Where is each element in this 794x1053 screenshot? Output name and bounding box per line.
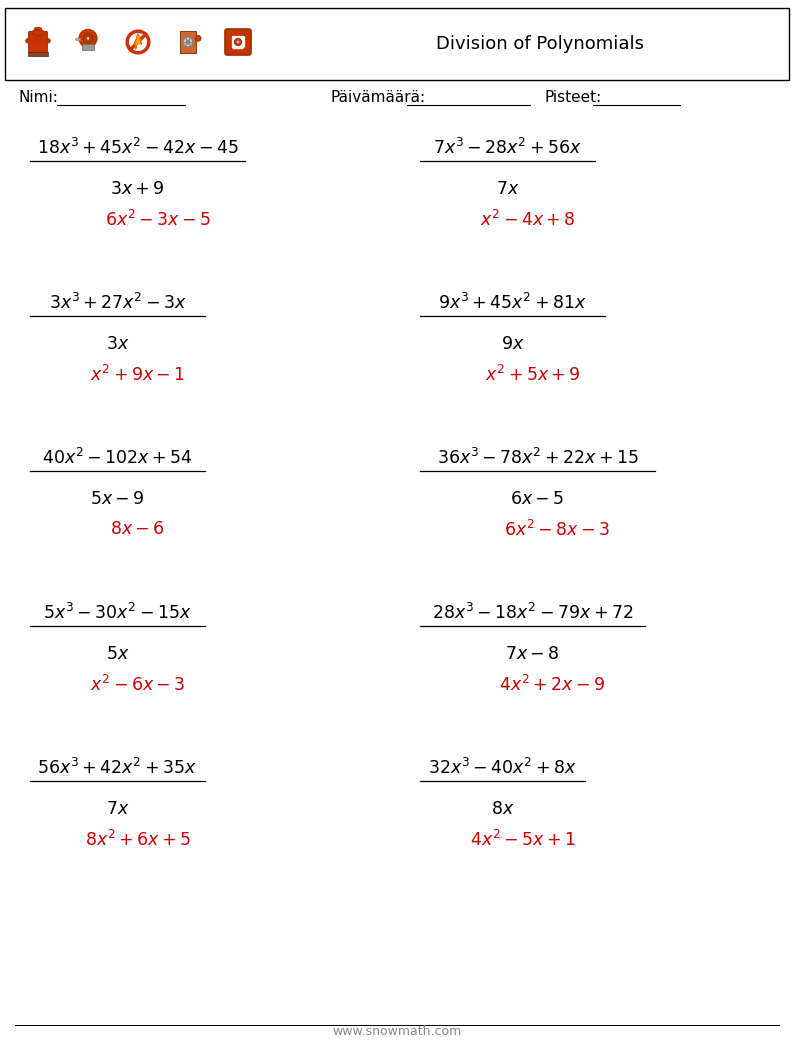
Circle shape bbox=[87, 37, 90, 40]
Text: $4x^{2} + 2x - 9$: $4x^{2} + 2x - 9$ bbox=[499, 675, 606, 695]
Circle shape bbox=[35, 37, 40, 42]
Text: $40x^{2} - 102x + 54$: $40x^{2} - 102x + 54$ bbox=[42, 448, 193, 468]
Text: $7x$: $7x$ bbox=[495, 180, 519, 198]
Text: $8x^{2} + 6x + 5$: $8x^{2} + 6x + 5$ bbox=[84, 830, 191, 850]
FancyBboxPatch shape bbox=[75, 38, 79, 40]
Text: $5x^{3} - 30x^{2} - 15x$: $5x^{3} - 30x^{2} - 15x$ bbox=[43, 603, 192, 623]
Text: $7x$: $7x$ bbox=[106, 800, 129, 818]
Polygon shape bbox=[134, 34, 141, 49]
Ellipse shape bbox=[34, 27, 41, 31]
Ellipse shape bbox=[32, 29, 44, 36]
Text: $28x^{3} - 18x^{2} - 79x + 72$: $28x^{3} - 18x^{2} - 79x + 72$ bbox=[432, 603, 634, 623]
Text: $3x^{3} + 27x^{2} - 3x$: $3x^{3} + 27x^{2} - 3x$ bbox=[48, 293, 187, 313]
Text: Pisteet:: Pisteet: bbox=[544, 91, 601, 105]
Text: $3x + 9$: $3x + 9$ bbox=[110, 180, 165, 198]
Ellipse shape bbox=[25, 39, 30, 43]
Text: $9x$: $9x$ bbox=[501, 335, 524, 353]
FancyBboxPatch shape bbox=[231, 35, 245, 49]
Text: $9x^{3} + 45x^{2} + 81x$: $9x^{3} + 45x^{2} + 81x$ bbox=[438, 293, 587, 313]
Text: www.snowmath.com: www.snowmath.com bbox=[333, 1025, 461, 1038]
Text: $6x^{2} - 8x - 3$: $6x^{2} - 8x - 3$ bbox=[504, 520, 611, 540]
Text: $5x$: $5x$ bbox=[106, 645, 129, 663]
Text: $7x - 8$: $7x - 8$ bbox=[505, 645, 560, 663]
Circle shape bbox=[83, 34, 92, 43]
Text: $x^{2} + 9x - 1$: $x^{2} + 9x - 1$ bbox=[90, 365, 185, 385]
Circle shape bbox=[127, 32, 148, 53]
Circle shape bbox=[244, 35, 245, 36]
FancyBboxPatch shape bbox=[179, 32, 196, 53]
Circle shape bbox=[79, 29, 97, 47]
FancyBboxPatch shape bbox=[225, 29, 251, 55]
Text: Division of Polynomials: Division of Polynomials bbox=[436, 35, 644, 53]
Circle shape bbox=[244, 47, 245, 49]
Circle shape bbox=[237, 40, 240, 43]
Text: $8x$: $8x$ bbox=[491, 800, 515, 818]
Text: $4x^{2} - 5x + 1$: $4x^{2} - 5x + 1$ bbox=[469, 830, 576, 850]
Ellipse shape bbox=[46, 39, 50, 43]
Text: $5x - 9$: $5x - 9$ bbox=[91, 490, 145, 508]
Text: $x^{2} - 6x - 3$: $x^{2} - 6x - 3$ bbox=[90, 675, 185, 695]
FancyBboxPatch shape bbox=[29, 52, 48, 57]
Text: $56x^{3} + 42x^{2} + 35x$: $56x^{3} + 42x^{2} + 35x$ bbox=[37, 758, 198, 778]
Circle shape bbox=[183, 37, 193, 46]
Text: $3x$: $3x$ bbox=[106, 335, 129, 353]
FancyBboxPatch shape bbox=[82, 44, 94, 51]
Polygon shape bbox=[137, 36, 140, 44]
Text: Nimi:: Nimi: bbox=[18, 91, 58, 105]
Circle shape bbox=[195, 36, 201, 41]
FancyBboxPatch shape bbox=[29, 32, 48, 53]
Circle shape bbox=[234, 38, 241, 45]
Text: $36x^{3} - 78x^{2} + 22x + 15$: $36x^{3} - 78x^{2} + 22x + 15$ bbox=[437, 448, 638, 468]
Text: $6x^{2} - 3x - 5$: $6x^{2} - 3x - 5$ bbox=[105, 210, 210, 231]
Text: Päivämäärä:: Päivämäärä: bbox=[330, 91, 425, 105]
Text: $6x - 5$: $6x - 5$ bbox=[511, 490, 565, 508]
Text: $7x^{3} - 28x^{2} + 56x$: $7x^{3} - 28x^{2} + 56x$ bbox=[433, 138, 582, 158]
Text: $x^{2} - 4x + 8$: $x^{2} - 4x + 8$ bbox=[480, 210, 576, 231]
Text: $32x^{3} - 40x^{2} + 8x$: $32x^{3} - 40x^{2} + 8x$ bbox=[428, 758, 577, 778]
Circle shape bbox=[230, 47, 232, 49]
Text: $18x^{3} + 45x^{2} - 42x - 45$: $18x^{3} + 45x^{2} - 42x - 45$ bbox=[37, 138, 238, 158]
FancyBboxPatch shape bbox=[5, 8, 789, 80]
Text: $8x - 6$: $8x - 6$ bbox=[110, 520, 165, 538]
Text: $x^{2} + 5x + 9$: $x^{2} + 5x + 9$ bbox=[484, 365, 580, 385]
Circle shape bbox=[230, 35, 232, 36]
Circle shape bbox=[186, 40, 190, 44]
